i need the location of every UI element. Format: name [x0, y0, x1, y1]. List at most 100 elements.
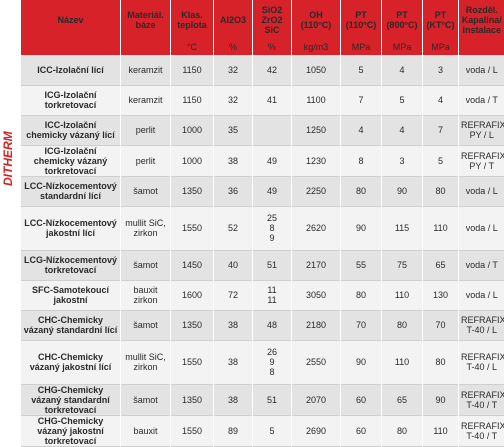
cell-temp: 1350: [171, 384, 214, 415]
cell-base: šamot: [121, 250, 171, 280]
cell-pt110: 70: [341, 310, 382, 340]
cell-pt800: 4: [382, 115, 423, 145]
cell-al2o3: 32: [214, 55, 253, 85]
cell-pt800: 110: [382, 280, 423, 310]
cell-temp: 1150: [171, 55, 214, 85]
cell-pt800: 3: [382, 145, 423, 176]
cell-temp: 1550: [171, 206, 214, 250]
cell-al2o3: 32: [214, 85, 253, 115]
cell-pt800: 90: [382, 176, 423, 206]
cell-oh: 2690: [292, 415, 341, 446]
unit-oh: kg/m3: [292, 39, 341, 55]
cell-pt800: 65: [382, 384, 423, 415]
cell-ptkt: 5: [423, 145, 459, 176]
cell-name: LCC-Nízkocementový standardní lící: [21, 176, 121, 206]
cell-sio2: 5: [253, 415, 292, 446]
cell-base: šamot: [121, 310, 171, 340]
cell-base: bauxit zirkon: [121, 280, 171, 310]
cell-sio2: 48: [253, 310, 292, 340]
cell-sio2: 51: [253, 250, 292, 280]
cell-name: SFC-Samotekoucí jakostní: [21, 280, 121, 310]
cell-inst: REFRAFIX PY / L: [459, 115, 504, 145]
cell-pt800: 80: [382, 310, 423, 340]
cell-pt800: 115: [382, 206, 423, 250]
cell-pt800: 110: [382, 340, 423, 384]
header-pt800: PT (800°C): [382, 0, 423, 39]
unit-ptkt: MPa: [423, 39, 459, 55]
cell-inst: voda / T: [459, 250, 504, 280]
cell-ptkt: 110: [423, 415, 459, 446]
unit-sio2: %: [253, 39, 292, 55]
unit-temp: °C: [171, 39, 214, 55]
unit-name: [21, 39, 121, 55]
cell-inst: REFRAFIX T-40 / T: [459, 384, 504, 415]
cell-al2o3: 35: [214, 115, 253, 145]
cell-ptkt: 90: [423, 384, 459, 415]
brand-strip: DITHERM: [0, 0, 18, 435]
cell-inst: voda / L: [459, 55, 504, 85]
cell-ptkt: 3: [423, 55, 459, 85]
cell-base: bauxit: [121, 415, 171, 446]
cell-pt110: 90: [341, 340, 382, 384]
unit-pt110: MPa: [341, 39, 382, 55]
cell-pt110: 80: [341, 176, 382, 206]
cell-pt110: 55: [341, 250, 382, 280]
cell-sio2: 49: [253, 176, 292, 206]
cell-oh: 2170: [292, 250, 341, 280]
cell-temp: 1550: [171, 415, 214, 446]
cell-temp: 1600: [171, 280, 214, 310]
cell-sio2: 51: [253, 384, 292, 415]
cell-inst: REFRAFIX T-40 / T: [459, 415, 504, 446]
cell-temp: 1000: [171, 115, 214, 145]
table-row: CHG-Chemicky vázaný jakostní torkretovac…: [21, 415, 504, 446]
cell-ptkt: 110: [423, 206, 459, 250]
cell-ptkt: 80: [423, 176, 459, 206]
cell-pt110: 90: [341, 206, 382, 250]
header-oh: OH (110°C): [292, 0, 341, 39]
cell-base: perlit: [121, 115, 171, 145]
unit-al2o3: %: [214, 39, 253, 55]
cell-sio2: 25 8 9: [253, 206, 292, 250]
cell-name: LCG-Nízkocementový torkretovací: [21, 250, 121, 280]
unit-inst: [459, 39, 504, 55]
cell-oh: 2250: [292, 176, 341, 206]
header-inst: Rozděl. Kapalina/ instalace: [459, 0, 504, 39]
cell-pt110: 5: [341, 55, 382, 85]
cell-al2o3: 38: [214, 310, 253, 340]
cell-al2o3: 38: [214, 340, 253, 384]
cell-al2o3: 52: [214, 206, 253, 250]
cell-ptkt: 65: [423, 250, 459, 280]
cell-base: šamot: [121, 384, 171, 415]
unit-pt800: MPa: [382, 39, 423, 55]
cell-al2o3: 72: [214, 280, 253, 310]
cell-temp: 1350: [171, 176, 214, 206]
cell-name: ICC-Izolační chemicky vázaný lící: [21, 115, 121, 145]
header-ptkt: PT (KT°C): [423, 0, 459, 39]
cell-pt110: 7: [341, 85, 382, 115]
header-al2o3: Al2O3: [214, 0, 253, 39]
spec-table: Název Materiál. báze Klas. teplota Al2O3…: [20, 0, 504, 447]
cell-pt110: 60: [341, 384, 382, 415]
cell-pt110: 8: [341, 145, 382, 176]
cell-al2o3: 40: [214, 250, 253, 280]
cell-oh: 2550: [292, 340, 341, 384]
table-header-row: Název Materiál. báze Klas. teplota Al2O3…: [21, 0, 504, 39]
cell-temp: 1350: [171, 310, 214, 340]
cell-inst: REFRAFIX T-40 / L: [459, 310, 504, 340]
cell-ptkt: 7: [423, 115, 459, 145]
cell-ptkt: 70: [423, 310, 459, 340]
cell-temp: 1150: [171, 85, 214, 115]
cell-sio2: [253, 115, 292, 145]
cell-oh: 1050: [292, 55, 341, 85]
cell-name: ICG-Izolační torkretovací: [21, 85, 121, 115]
cell-name: LCC-Nízkocementový jakostní lící: [21, 206, 121, 250]
header-name: Název: [21, 0, 121, 39]
cell-oh: 1250: [292, 115, 341, 145]
